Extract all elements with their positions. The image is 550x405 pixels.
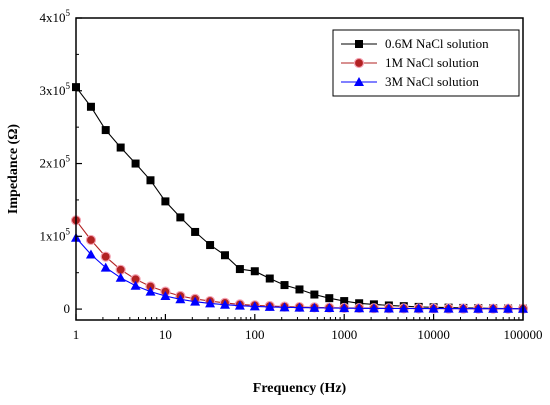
data-point xyxy=(85,234,97,246)
data-point xyxy=(294,302,305,312)
data-point xyxy=(161,197,170,206)
data-point xyxy=(473,303,484,313)
x-tick-label: 1 xyxy=(73,327,80,342)
data-point xyxy=(383,303,394,313)
data-point xyxy=(428,303,439,313)
data-point xyxy=(235,265,244,274)
data-point xyxy=(86,102,95,111)
data-point xyxy=(206,241,215,250)
x-tick-label: 100000 xyxy=(504,327,543,342)
data-point xyxy=(309,302,320,312)
data-point xyxy=(101,126,110,135)
data-point xyxy=(205,298,216,308)
data-point xyxy=(488,303,499,313)
data-point xyxy=(145,286,156,296)
data-point xyxy=(340,297,349,306)
x-axis-title: Frequency (Hz) xyxy=(253,381,347,396)
y-axis-ticks: 0 1x105 2x105 3x105 4x105 xyxy=(40,8,82,316)
data-point xyxy=(249,301,260,311)
data-point xyxy=(279,302,290,312)
data-point xyxy=(115,272,126,282)
data-point xyxy=(264,301,275,311)
legend-label: 0.6M NaCl solution xyxy=(385,36,489,51)
data-point xyxy=(220,251,229,260)
data-point xyxy=(100,251,111,262)
data-point xyxy=(503,303,514,313)
legend-label: 1M NaCl solution xyxy=(385,55,479,70)
data-point xyxy=(280,281,289,290)
data-point xyxy=(325,294,334,303)
data-point xyxy=(100,262,111,272)
x-tick-label: 1000 xyxy=(331,327,357,342)
data-point xyxy=(368,303,379,313)
legend-marker xyxy=(354,77,364,86)
data-point xyxy=(190,296,201,306)
legend-label: 3M NaCl solution xyxy=(385,74,479,89)
data-point xyxy=(116,143,125,152)
data-point xyxy=(219,299,230,309)
data-point xyxy=(398,303,409,313)
y-tick-label: 2x105 xyxy=(40,154,71,171)
y-tick-label: 3x105 xyxy=(40,81,71,98)
data-point xyxy=(131,159,140,168)
y-axis-title: Impedance (Ω) xyxy=(6,124,21,214)
y-tick-label: 4x105 xyxy=(40,8,71,25)
legend-marker xyxy=(355,40,363,48)
data-point xyxy=(176,213,185,222)
data-point xyxy=(191,227,200,236)
y-tick-label: 1x105 xyxy=(40,226,71,243)
data-point xyxy=(324,303,335,313)
series-3 xyxy=(71,232,528,313)
data-point xyxy=(146,176,155,185)
x-tick-label: 10 xyxy=(159,327,172,342)
x-tick-label: 100 xyxy=(245,327,265,342)
data-point xyxy=(443,303,454,313)
data-point xyxy=(339,303,350,313)
data-point xyxy=(310,290,319,299)
data-point xyxy=(130,280,141,290)
data-point xyxy=(234,300,245,310)
data-point xyxy=(160,290,171,300)
legend: 0.6M NaCl solution 1M NaCl solution 3M NaC… xyxy=(332,29,520,97)
legend-marker xyxy=(353,57,365,69)
y-tick-label: 0 xyxy=(64,301,71,316)
data-point xyxy=(354,303,365,313)
data-point xyxy=(175,294,186,304)
data-point xyxy=(85,249,96,259)
series-layer xyxy=(70,83,529,314)
data-point xyxy=(295,285,304,294)
x-axis-ticks: 1 10 100 1000 10000 100000 xyxy=(73,314,543,342)
x-tick-label: 10000 xyxy=(417,327,450,342)
data-point xyxy=(413,303,424,313)
data-point xyxy=(265,274,274,283)
plot-frame xyxy=(75,17,524,321)
data-point xyxy=(250,267,259,276)
data-point xyxy=(458,303,469,313)
